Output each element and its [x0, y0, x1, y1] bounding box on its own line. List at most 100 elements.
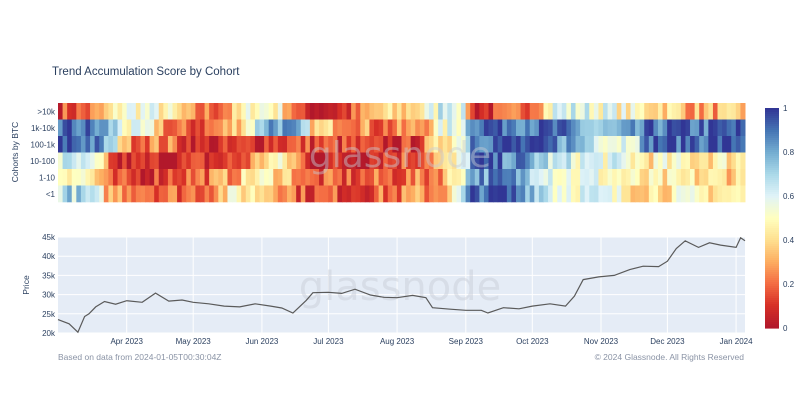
heatmap-cell — [516, 119, 522, 137]
heatmap-cell — [438, 185, 444, 203]
heatmap-cell — [181, 136, 187, 153]
heatmap-cell — [680, 103, 686, 120]
heatmap-cell — [625, 185, 631, 203]
heatmap-cell — [607, 136, 613, 153]
heatmap-cell — [76, 152, 82, 170]
heatmap-cell — [621, 103, 627, 120]
heatmap-cell — [690, 169, 696, 186]
colorbar-step — [765, 146, 779, 149]
heatmap-cell — [570, 119, 577, 137]
heatmap-cell — [442, 169, 448, 186]
heatmap-cell — [222, 103, 228, 120]
heatmap-cell — [67, 136, 73, 153]
heatmap-cell — [667, 119, 673, 137]
heatmap-cell — [699, 152, 705, 170]
price-y-tick-label: 30k — [42, 291, 56, 300]
colorbar-step — [765, 238, 779, 241]
price-x-tick-label: Nov 2023 — [584, 337, 619, 346]
heatmap-cell — [369, 185, 375, 203]
heatmap-cell — [516, 103, 522, 120]
heatmap-cell — [442, 136, 448, 153]
heatmap-cell — [662, 119, 668, 137]
heatmap-cell — [406, 185, 412, 203]
heatmap-cell — [108, 185, 114, 203]
heatmap-cell — [575, 119, 581, 137]
heatmap-cell — [364, 152, 370, 170]
heatmap-cell — [209, 119, 215, 137]
heatmap-cell — [575, 136, 581, 153]
colorbar-step — [765, 130, 779, 133]
heatmap-cell — [351, 103, 357, 120]
heatmap-cell — [671, 119, 677, 137]
heatmap-cell — [364, 119, 370, 137]
heatmap-cell — [584, 136, 590, 153]
heatmap-cell — [740, 136, 746, 153]
heatmap-cell — [584, 119, 590, 137]
heatmap-cell — [177, 185, 183, 203]
heatmap-cell — [639, 136, 645, 153]
heatmap-cell — [355, 169, 361, 186]
heatmap-cell — [479, 152, 485, 170]
heatmap-cell — [209, 185, 215, 203]
heatmap-cell — [731, 152, 737, 170]
heatmap-cell — [268, 136, 274, 153]
colorbar-step — [765, 278, 779, 281]
heatmap-cell — [502, 136, 508, 153]
heatmap-cell — [442, 185, 448, 203]
heatmap-cell — [635, 119, 641, 137]
heatmap-cell — [71, 103, 77, 120]
heatmap-cell — [300, 185, 306, 203]
heatmap-cell — [85, 103, 91, 120]
heatmap-cell — [332, 169, 338, 186]
heatmap-cell — [309, 103, 315, 120]
heatmap-cell — [511, 103, 517, 120]
heatmap-cell — [213, 169, 219, 186]
heatmap-cell — [580, 185, 586, 203]
heatmap-cell — [483, 152, 490, 170]
heatmap-cell — [529, 152, 535, 170]
heatmap-cell — [163, 185, 169, 203]
heatmap-cell — [474, 103, 480, 120]
heatmap-cell — [222, 119, 228, 137]
heatmap-cell — [731, 185, 737, 203]
heatmap-cell — [360, 103, 366, 120]
colorbar-step — [765, 216, 779, 219]
heatmap-cell — [387, 136, 393, 153]
heatmap-cell — [305, 185, 311, 203]
heatmap-cell — [71, 169, 77, 186]
heatmap-cell — [735, 185, 741, 203]
heatmap-cell — [222, 169, 228, 186]
heatmap-cell — [296, 119, 302, 137]
heatmap-cell — [648, 119, 654, 137]
heatmap-cell — [726, 119, 732, 137]
heatmap-cell — [548, 103, 554, 120]
heatmap-cell — [671, 169, 677, 186]
heatmap-cell — [351, 169, 357, 186]
colorbar-step — [765, 120, 779, 123]
heatmap-cell — [552, 152, 558, 170]
heatmap-cell — [474, 185, 480, 203]
heatmap-cell — [250, 169, 256, 186]
heatmap-cell — [227, 185, 233, 203]
heatmap-cell — [67, 169, 73, 186]
heatmap-cell — [662, 185, 668, 203]
heatmap-cell — [99, 185, 105, 203]
heatmap-cell — [355, 152, 361, 170]
colorbar-step — [765, 212, 779, 215]
heatmap-cell — [149, 136, 155, 153]
colorbar-step — [765, 118, 779, 121]
heatmap-cell — [145, 103, 151, 120]
price-y-tick-label: 35k — [42, 271, 56, 280]
colorbar-step — [765, 172, 779, 175]
colorbar-tick-label: 0 — [783, 324, 788, 333]
heatmap-cell — [598, 119, 604, 137]
price-x-tick-label: May 2023 — [176, 337, 212, 346]
heatmap-cell — [112, 136, 119, 153]
heatmap-cell — [708, 185, 714, 203]
heatmap-cell — [254, 169, 261, 186]
heatmap-cell — [172, 103, 178, 120]
heatmap-cell — [149, 119, 155, 137]
heatmap-cell — [584, 185, 590, 203]
heatmap-cell — [186, 136, 192, 153]
heatmap-cell — [731, 169, 737, 186]
